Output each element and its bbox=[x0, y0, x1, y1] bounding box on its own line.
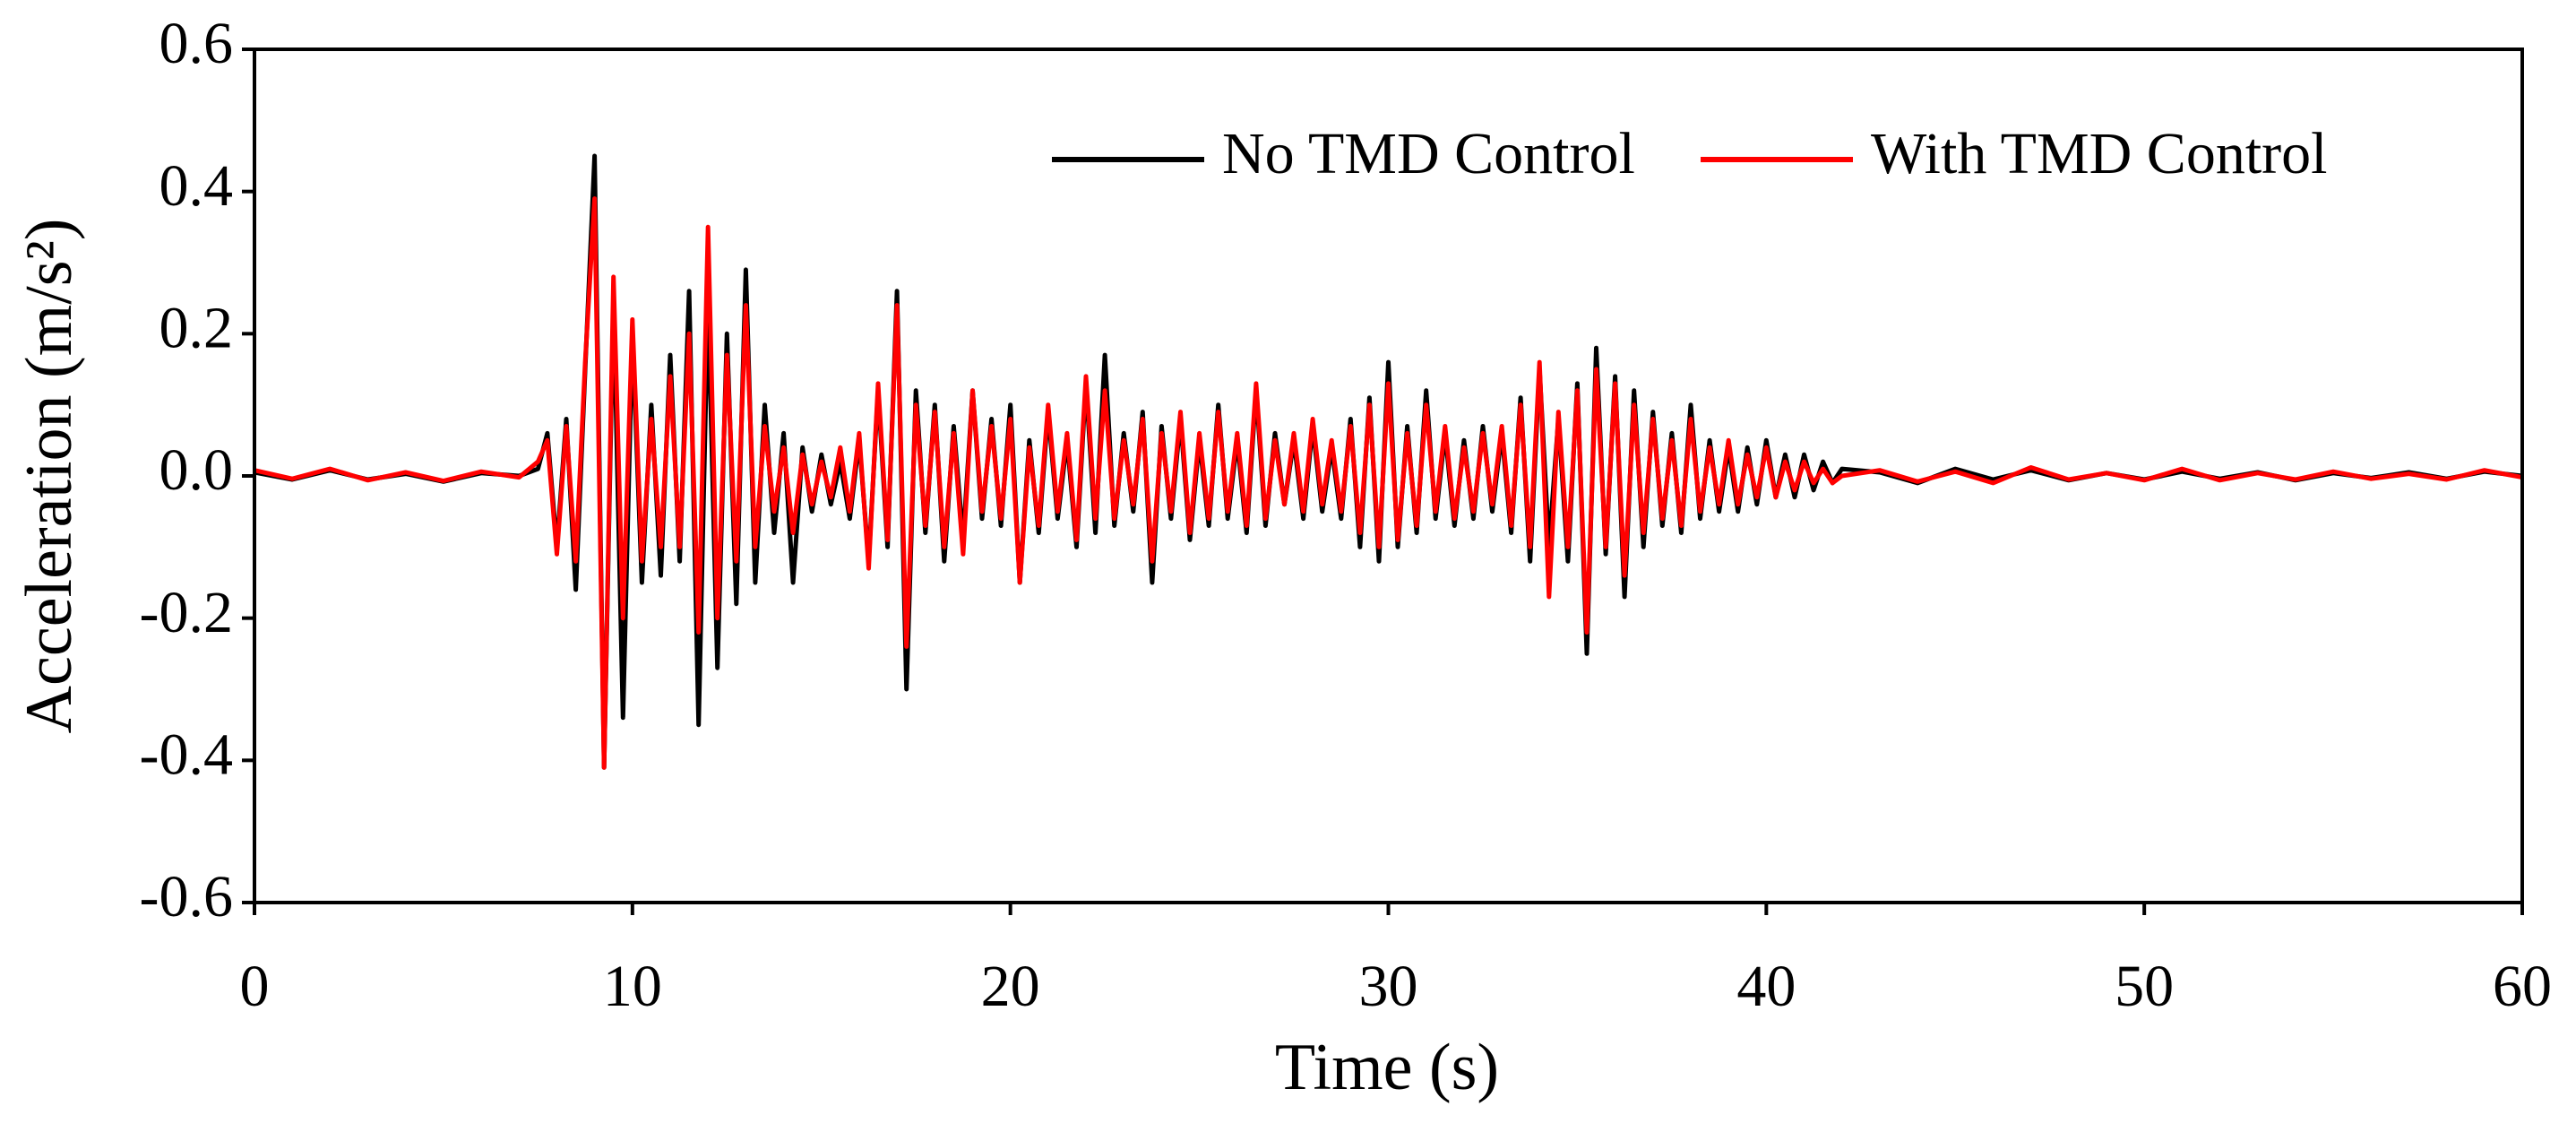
x-tick-label: 40 bbox=[1736, 954, 1796, 1019]
y-tick-label: 0.2 bbox=[159, 295, 234, 360]
y-tick-label: 0.0 bbox=[159, 437, 234, 503]
legend-label: No TMD Control bbox=[1222, 121, 1635, 186]
y-axis-label: Acceleration (m/s²) bbox=[13, 219, 86, 734]
x-tick-label: 60 bbox=[2493, 954, 2552, 1019]
x-tick-label: 20 bbox=[981, 954, 1040, 1019]
x-tick-label: 0 bbox=[240, 954, 270, 1019]
y-tick-label: -0.6 bbox=[140, 864, 233, 929]
x-tick-label: 50 bbox=[2115, 954, 2174, 1019]
x-axis-label: Time (s) bbox=[1275, 1031, 1499, 1104]
y-tick-label: -0.4 bbox=[140, 722, 233, 787]
x-tick-label: 30 bbox=[1359, 954, 1418, 1019]
plot-frame bbox=[253, 48, 2524, 904]
data-line bbox=[254, 196, 2523, 770]
y-tick-label: 0.4 bbox=[159, 153, 234, 219]
y-tick-label: 0.6 bbox=[159, 11, 234, 76]
legend-label: With TMD Control bbox=[1871, 121, 2327, 186]
x-tick-label: 10 bbox=[603, 954, 662, 1019]
y-tick-label: -0.2 bbox=[140, 580, 233, 645]
